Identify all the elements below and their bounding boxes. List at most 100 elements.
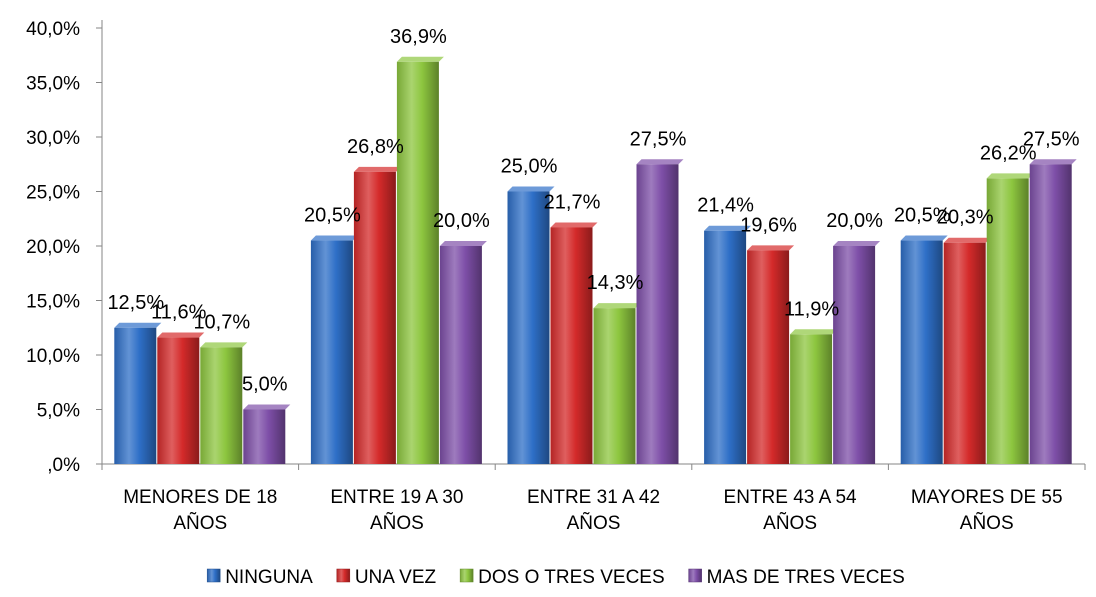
y-tick-label: 20,0%: [26, 237, 80, 258]
x-category-label: ENTRE 43 A 54 AÑOS: [724, 487, 858, 534]
bar: [200, 342, 248, 464]
bar-top: [986, 173, 1034, 179]
bar: [550, 222, 598, 464]
bar-body: [353, 171, 396, 464]
bar-body: [790, 334, 833, 464]
data-label: 25,0%: [501, 156, 558, 178]
data-label: 12,5%: [107, 292, 164, 314]
bar-top: [550, 222, 598, 228]
x-category-label: MENORES DE 18 AÑOS: [123, 487, 277, 534]
bar: [353, 166, 401, 464]
legend-swatch: [688, 568, 702, 583]
bar: [1029, 159, 1077, 464]
y-tick-label: 10,0%: [26, 346, 80, 367]
bar: [593, 303, 641, 464]
bar-body: [310, 240, 353, 464]
data-label: 26,8%: [347, 136, 404, 158]
legend-label: DOS O TRES VECES: [478, 567, 665, 588]
bar-body: [396, 61, 439, 464]
data-label: 19,6%: [740, 214, 797, 236]
bar-body: [114, 327, 157, 464]
bar: [114, 322, 162, 464]
bar-body: [200, 347, 243, 464]
data-label: 27,5%: [630, 128, 687, 150]
x-category-label: ENTRE 19 A 30 AÑOS: [330, 487, 463, 534]
bar: [704, 225, 752, 464]
data-label: 20,5%: [894, 205, 951, 227]
data-label: 20,5%: [304, 205, 361, 227]
bar-top: [157, 332, 205, 338]
bar: [747, 245, 795, 464]
bar-top: [243, 404, 291, 410]
bar-body: [507, 191, 550, 464]
bar-top: [1029, 159, 1077, 165]
y-tick-label: 5,0%: [37, 401, 80, 422]
data-label: 27,5%: [1023, 128, 1080, 150]
y-tick-label: 35,0%: [26, 74, 80, 95]
y-tick-label: 30,0%: [26, 128, 80, 149]
bar-body: [439, 246, 482, 464]
bar: [396, 56, 444, 464]
legend-label: UNA VEZ: [355, 567, 437, 588]
bar-body: [900, 240, 943, 464]
data-labels: 12,5%11,6%10,7% 5,0% 20,5% 26,8% 36,9% 20,0% 2…: [107, 26, 1079, 396]
x-category-label: MAYORES DE 55 AÑOS: [911, 487, 1063, 534]
data-label: 20,3%: [937, 207, 994, 229]
y-tick-label: ,0%: [47, 455, 80, 476]
data-label: 11,6%: [151, 302, 206, 324]
bar-body: [747, 250, 790, 464]
y-tick-label: 25,0%: [26, 183, 80, 204]
data-label: 10,7%: [193, 311, 250, 333]
legend-swatch: [336, 568, 351, 583]
bar-top: [900, 235, 948, 241]
bar-body: [704, 230, 747, 464]
bar-top: [114, 322, 162, 328]
bar-body: [157, 337, 200, 464]
bar-top: [636, 159, 684, 165]
bar: [986, 173, 1034, 465]
bar: [900, 235, 948, 464]
data-label: 20,0%: [433, 210, 490, 232]
bar: [833, 241, 881, 464]
bar-top: [943, 237, 991, 243]
bar-body: [593, 308, 636, 464]
bar-body: [550, 227, 593, 464]
bar-top: [396, 56, 444, 62]
bar: [157, 332, 205, 464]
data-label: 11,9%: [784, 298, 839, 320]
data-label: 21,7%: [544, 191, 601, 213]
bar-top: [593, 303, 641, 309]
bar: [243, 404, 291, 464]
data-label: 14,3%: [587, 272, 644, 294]
bar: [636, 159, 684, 464]
legend-label: MAS DE TRES VECES: [707, 567, 905, 588]
bar: [790, 329, 838, 464]
bar-body: [243, 409, 286, 464]
bar-body: [833, 246, 876, 464]
bar-top: [833, 241, 881, 246]
bar-body: [1029, 164, 1072, 464]
bar: [507, 186, 555, 464]
bar-top: [704, 225, 752, 231]
bar: [943, 237, 991, 464]
bar-top: [747, 245, 795, 251]
bar-top: [439, 241, 487, 246]
bar-top: [353, 166, 401, 172]
legend-label: NINGUNA: [225, 567, 313, 588]
bars: [114, 56, 1077, 465]
bar-top: [790, 329, 838, 335]
data-label: 20,0%: [826, 210, 883, 232]
bar-body: [636, 164, 679, 464]
bar-body: [986, 178, 1029, 465]
y-tick-label: 40,0%: [26, 19, 80, 40]
bar: [439, 241, 487, 464]
data-label: 5,0%: [242, 374, 288, 396]
legend-swatch: [459, 568, 474, 583]
data-label: 36,9%: [390, 26, 447, 48]
x-category-label: ENTRE 31 A 42 AÑOS: [527, 487, 660, 534]
bar-top: [200, 342, 248, 348]
bar-body: [943, 242, 986, 464]
y-tick-label: 15,0%: [26, 292, 80, 313]
data-label: 26,2%: [980, 142, 1037, 164]
